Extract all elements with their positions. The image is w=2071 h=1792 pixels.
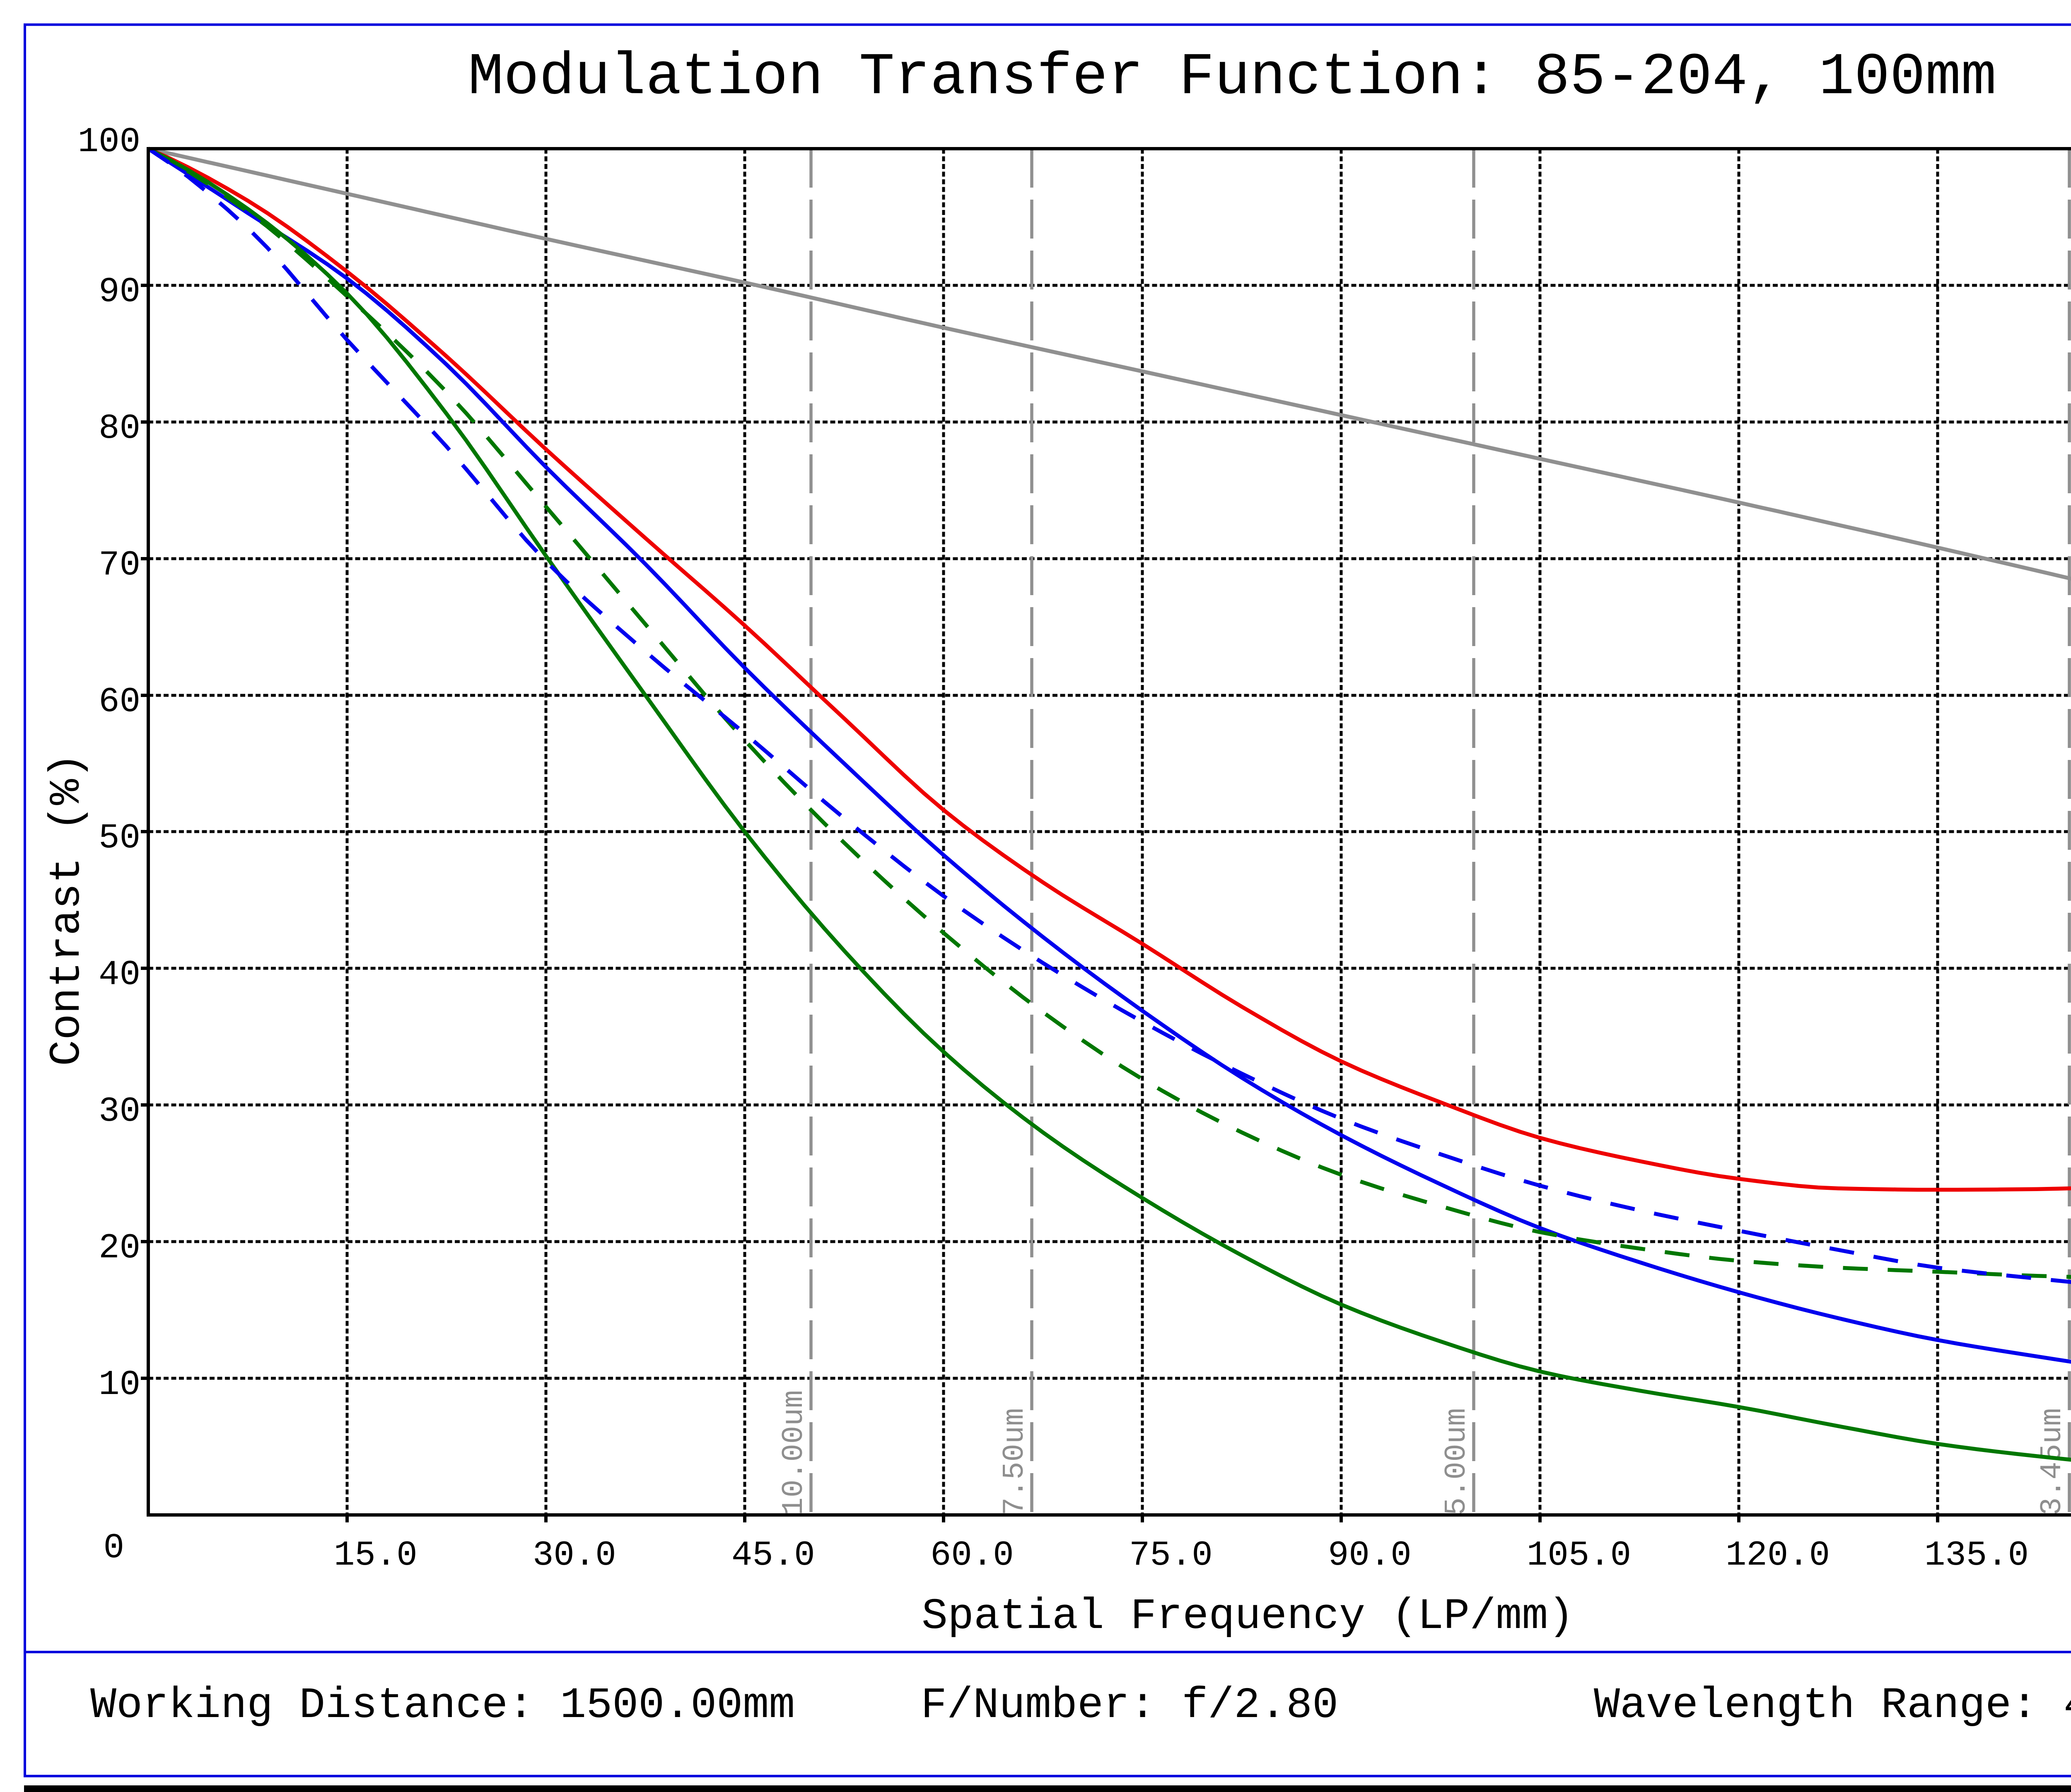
svg-text:50: 50: [99, 819, 140, 858]
svg-text:10.00um: 10.00um: [777, 1390, 811, 1515]
svg-text:Working Distance: 1500.00mm: Working Distance: 1500.00mm: [90, 1681, 795, 1730]
svg-text:3.45um: 3.45um: [2035, 1408, 2069, 1515]
svg-text:80: 80: [99, 409, 140, 449]
svg-text:10: 10: [99, 1365, 140, 1405]
svg-text:135.0: 135.0: [1924, 1536, 2029, 1575]
svg-text:100: 100: [78, 123, 140, 162]
svg-text:0: 0: [104, 1529, 124, 1568]
svg-text:90: 90: [99, 273, 140, 312]
svg-text:60: 60: [99, 683, 140, 722]
svg-text:30: 30: [99, 1092, 140, 1131]
svg-text:F/Number: f/2.80: F/Number: f/2.80: [921, 1681, 1338, 1730]
svg-text:15.0: 15.0: [334, 1536, 418, 1575]
svg-text:Modulation Transfer Function:: Modulation Transfer Function: 85-204, 10…: [468, 44, 1996, 111]
svg-text:40: 40: [99, 955, 140, 995]
svg-text:90.0: 90.0: [1328, 1536, 1412, 1575]
svg-text:Spatial Frequency (LP/mm): Spatial Frequency (LP/mm): [922, 1592, 1574, 1641]
svg-text:60.0: 60.0: [930, 1536, 1014, 1575]
svg-text:105.0: 105.0: [1527, 1536, 1631, 1575]
svg-text:Wavelength Range: 486nm-656nm: Wavelength Range: 486nm-656nm: [1594, 1681, 2071, 1730]
svg-text:Contrast (%): Contrast (%): [43, 753, 92, 1066]
svg-text:120.0: 120.0: [1726, 1536, 1830, 1575]
svg-text:75.0: 75.0: [1129, 1536, 1213, 1575]
svg-text:5.00um: 5.00um: [1440, 1408, 1474, 1515]
svg-text:7.50um: 7.50um: [998, 1408, 1032, 1515]
svg-text:45.0: 45.0: [731, 1536, 815, 1575]
svg-text:30.0: 30.0: [533, 1536, 616, 1575]
svg-text:70: 70: [99, 546, 140, 585]
svg-text:20: 20: [99, 1229, 140, 1268]
